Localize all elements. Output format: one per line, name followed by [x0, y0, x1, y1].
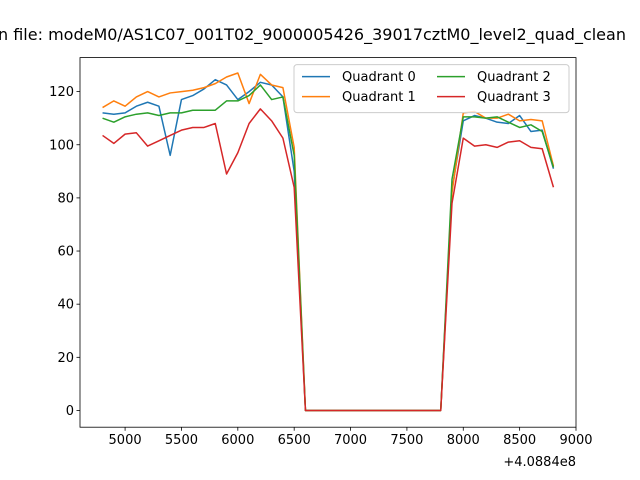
x-tick-label: 8000: [447, 433, 480, 448]
legend-label: Quadrant 3: [477, 90, 551, 105]
legend-label: Quadrant 0: [342, 70, 416, 85]
y-tick-label: 60: [57, 245, 74, 260]
y-tick-label: 120: [49, 85, 74, 100]
x-offset-label: +4.0884e8: [503, 455, 576, 470]
x-tick-label: 6000: [221, 433, 254, 448]
y-tick-label: 0: [66, 404, 74, 419]
x-tick-label: 5500: [165, 433, 198, 448]
y-tick-label: 100: [49, 138, 74, 153]
legend-label: Quadrant 1: [342, 90, 416, 105]
x-tick-label: 7500: [390, 433, 423, 448]
y-tick-label: 80: [57, 191, 74, 206]
series-line: [102, 108, 555, 412]
x-tick-label: 8500: [503, 433, 536, 448]
plot-frame: [79, 57, 577, 428]
legend: Quadrant 0 Quadrant 1 Quadrant 2 Quadrant 3: [293, 64, 570, 114]
series-line: [102, 72, 555, 412]
legend-label: Quadrant 2: [477, 70, 551, 85]
series-line: [102, 78, 555, 412]
x-tick-label: 6500: [278, 433, 311, 448]
chart-title: n file: modeM0/AS1C07_001T02_9000005426_…: [0, 25, 626, 45]
series-line: [102, 84, 555, 412]
y-tick-label: 40: [57, 298, 74, 313]
x-tick-label: 5000: [109, 433, 142, 448]
x-tick-label: 7000: [334, 433, 367, 448]
x-tick-label: 9000: [559, 433, 592, 448]
legend-box: [293, 64, 570, 114]
y-tick-label: 20: [57, 351, 74, 366]
